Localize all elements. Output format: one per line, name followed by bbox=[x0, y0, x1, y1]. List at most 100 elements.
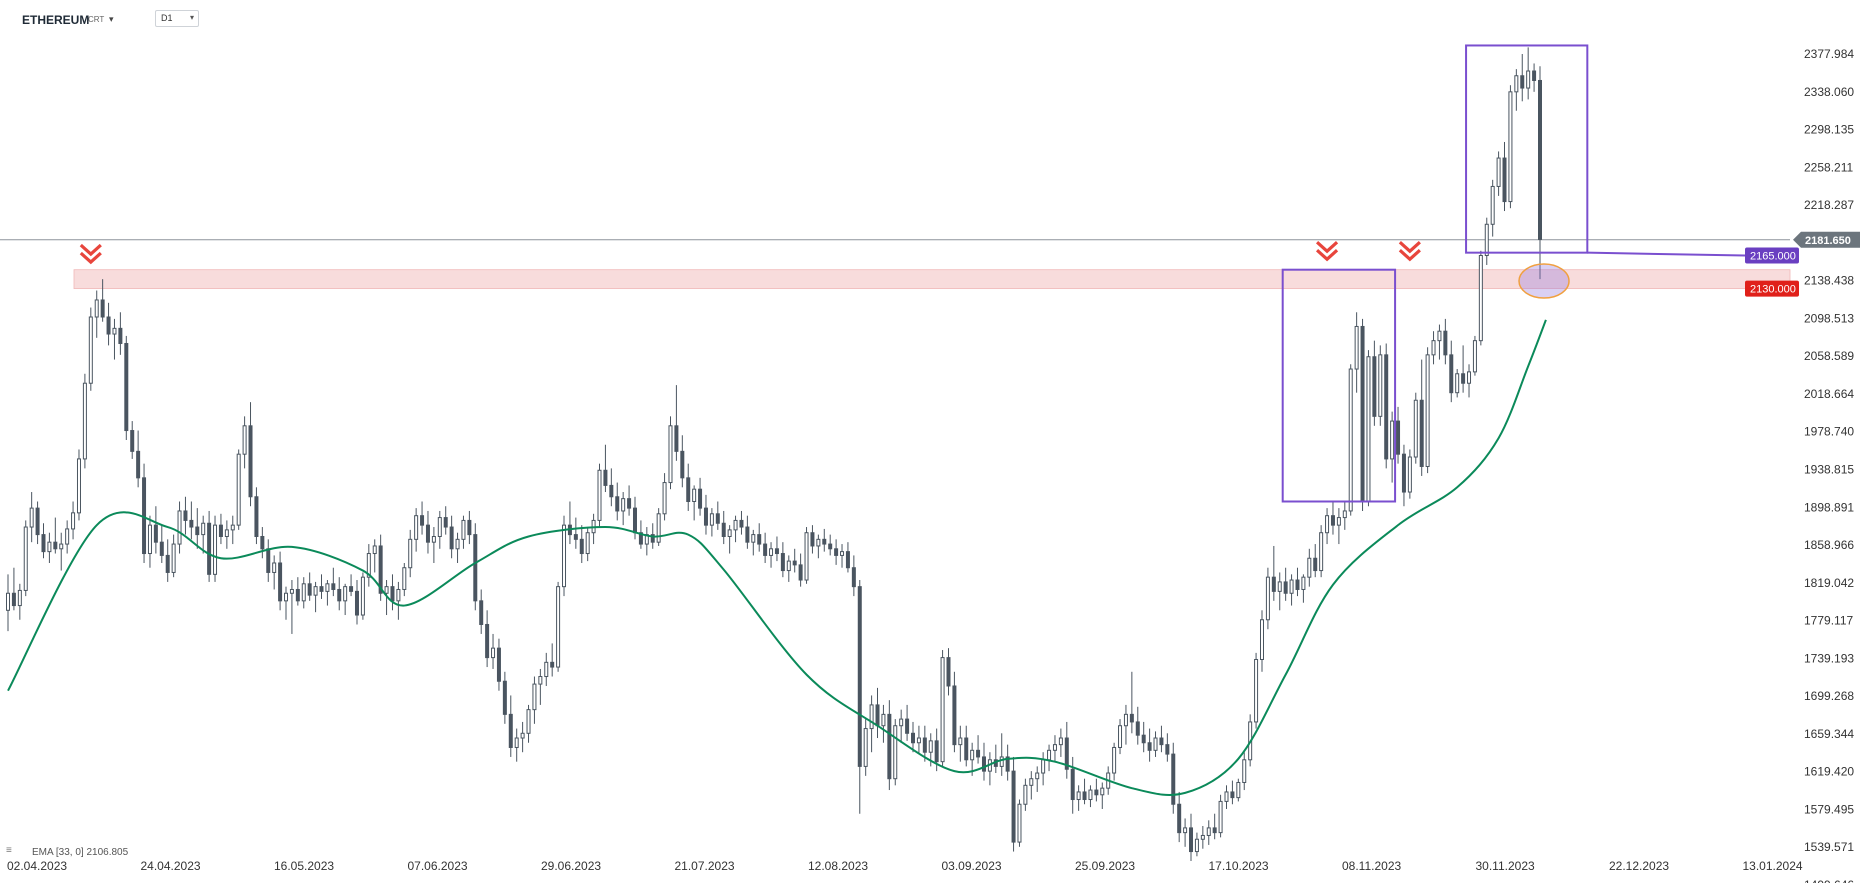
candle-body bbox=[550, 661, 555, 668]
candle bbox=[1313, 544, 1318, 578]
candle bbox=[1023, 778, 1028, 811]
candle-body bbox=[774, 548, 779, 555]
candle-body bbox=[816, 538, 821, 547]
candle-body bbox=[981, 756, 986, 772]
y-tick-label: 1579.495 bbox=[1804, 802, 1854, 816]
candle bbox=[851, 555, 856, 597]
symbol-dropdown-chevron-icon[interactable]: ▾ bbox=[109, 14, 114, 24]
candle bbox=[597, 463, 602, 528]
candle bbox=[745, 515, 750, 549]
candle bbox=[1123, 704, 1128, 745]
candle-body bbox=[1342, 510, 1347, 519]
candle-body bbox=[420, 515, 425, 526]
candle bbox=[1413, 392, 1418, 464]
candle-body bbox=[769, 548, 774, 556]
timeframe-chevron-icon: ▾ bbox=[189, 13, 194, 22]
candle bbox=[786, 555, 791, 582]
indicator-menu-icon[interactable]: ≡ bbox=[6, 845, 12, 856]
candle-body bbox=[1189, 827, 1194, 853]
candle-body bbox=[632, 507, 637, 534]
candle-body bbox=[331, 583, 336, 590]
candle-body bbox=[1123, 713, 1128, 727]
candle-body bbox=[35, 507, 40, 536]
candle-body bbox=[479, 600, 484, 625]
candle bbox=[124, 335, 129, 440]
candle bbox=[1372, 340, 1377, 426]
candle bbox=[662, 473, 667, 521]
candle bbox=[751, 529, 756, 556]
candle-body bbox=[6, 592, 10, 611]
y-axis: 2377.984 2338.060 2298.135 2258.211 2218.287… bbox=[1804, 47, 1854, 883]
candle-body bbox=[727, 529, 732, 537]
timeframe-select[interactable]: D1 ▾ bbox=[155, 10, 199, 27]
candle bbox=[1230, 780, 1235, 805]
candle-body bbox=[1230, 791, 1235, 799]
candle-body bbox=[751, 534, 756, 543]
candle-body bbox=[1419, 399, 1424, 467]
candle bbox=[437, 510, 442, 549]
candle-body bbox=[834, 548, 839, 556]
candle bbox=[538, 668, 543, 705]
y-tick-label: 1499.646 bbox=[1804, 878, 1854, 883]
candle bbox=[1052, 735, 1057, 762]
candle bbox=[556, 581, 561, 672]
candle-body bbox=[384, 586, 389, 594]
candle-body bbox=[698, 488, 703, 509]
candle bbox=[425, 510, 430, 554]
y-tick-label: 1659.344 bbox=[1804, 727, 1854, 741]
candle-body bbox=[680, 450, 685, 479]
candle-body bbox=[757, 534, 762, 545]
candle-body bbox=[449, 526, 454, 550]
candle-body bbox=[1431, 340, 1436, 356]
candle bbox=[1307, 548, 1312, 587]
candle-body bbox=[615, 496, 620, 512]
candle bbox=[757, 523, 762, 552]
candle bbox=[733, 515, 738, 543]
candle bbox=[1496, 151, 1501, 196]
candle bbox=[473, 523, 478, 611]
candle bbox=[254, 487, 259, 545]
candle bbox=[1390, 411, 1395, 483]
candle bbox=[1070, 756, 1075, 814]
candle bbox=[1076, 785, 1081, 811]
candle-body bbox=[508, 713, 513, 748]
candle-body bbox=[556, 586, 561, 668]
candle bbox=[153, 506, 158, 554]
candle-body bbox=[1088, 789, 1093, 801]
candle bbox=[82, 373, 87, 469]
candle-body bbox=[260, 535, 265, 550]
candle bbox=[408, 529, 413, 578]
candle bbox=[1301, 574, 1306, 603]
candle-body bbox=[1005, 756, 1010, 772]
candle bbox=[195, 508, 200, 549]
candle bbox=[1407, 449, 1412, 499]
candle-body bbox=[1165, 744, 1170, 755]
candle bbox=[47, 532, 52, 563]
y-tick-label: 1699.268 bbox=[1804, 689, 1854, 703]
candle bbox=[893, 719, 898, 786]
candle-body bbox=[71, 512, 76, 530]
candle bbox=[1064, 721, 1069, 779]
timeframe-value: D1 bbox=[161, 13, 173, 23]
candle bbox=[709, 508, 714, 537]
candle bbox=[354, 580, 359, 625]
candle bbox=[502, 671, 507, 724]
candle-body bbox=[940, 657, 945, 763]
candle bbox=[1271, 545, 1276, 601]
symbol-name[interactable]: ETHEREUM bbox=[22, 13, 90, 27]
candle-body bbox=[1135, 721, 1140, 736]
candle-body bbox=[455, 538, 460, 550]
candle-body bbox=[201, 522, 206, 536]
candle-body bbox=[1425, 354, 1430, 467]
symbol-type-label: CRT bbox=[88, 15, 105, 24]
candle bbox=[360, 572, 365, 620]
candle bbox=[1129, 671, 1134, 734]
candle-body bbox=[1449, 354, 1454, 394]
candle-body bbox=[1218, 800, 1223, 834]
candle-body bbox=[1307, 557, 1312, 578]
candle bbox=[916, 725, 921, 755]
candle bbox=[698, 477, 703, 516]
candle-body bbox=[881, 713, 886, 727]
candle bbox=[213, 515, 218, 582]
